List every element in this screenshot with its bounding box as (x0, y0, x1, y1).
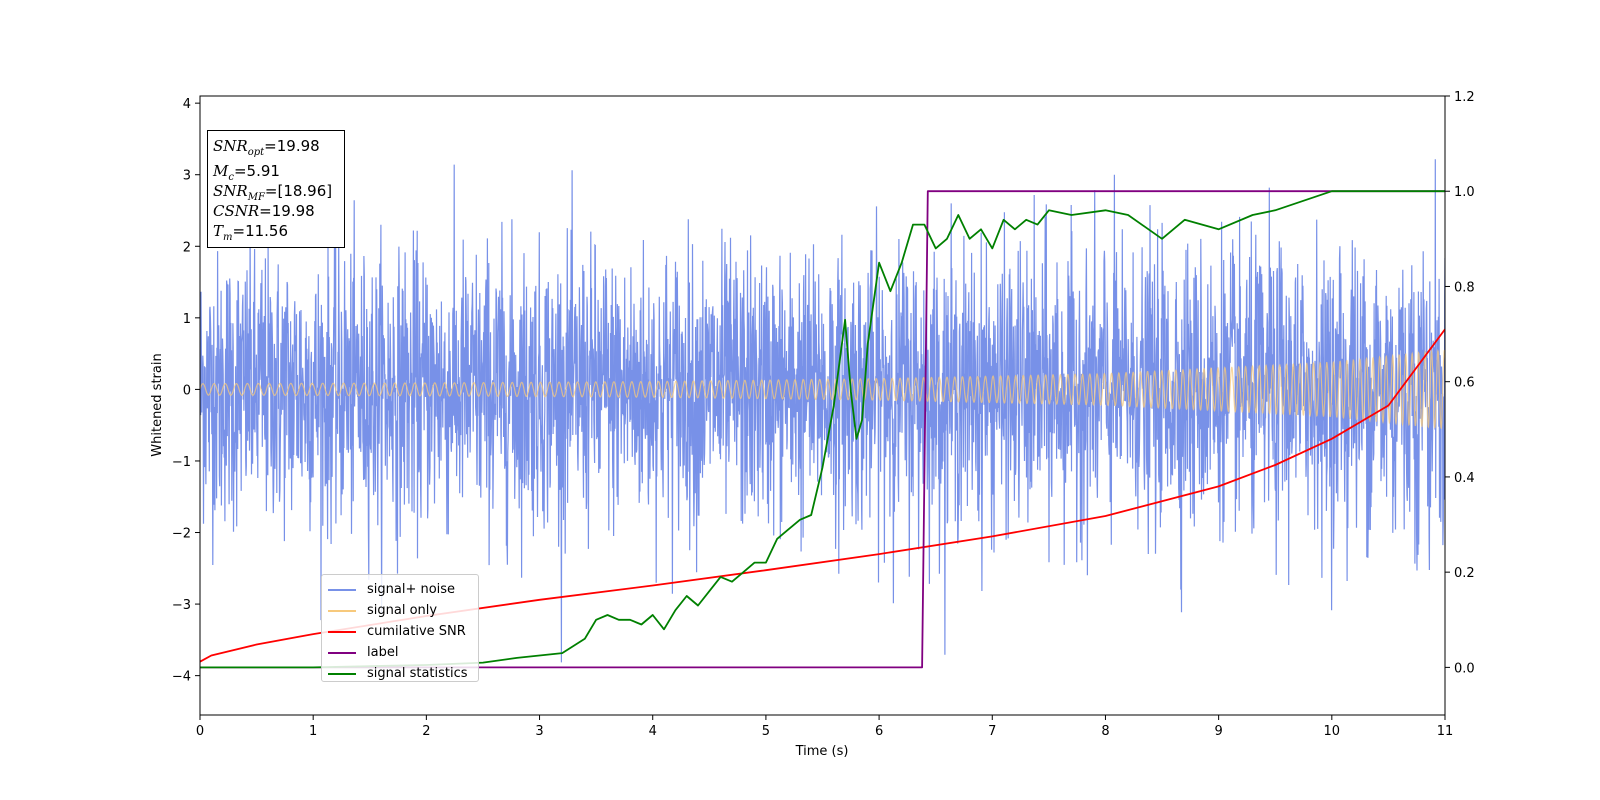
series-line-signal-statistics (200, 190, 1445, 669)
x-tick-label: 8 (1101, 724, 1109, 739)
series-line-signal-only (200, 348, 1445, 430)
series-signal-noise (200, 159, 1445, 663)
y-axis-label: Whitened strain (150, 353, 165, 456)
legend-entry-cumulative-snr: cumilative SNR (328, 621, 478, 642)
legend-label: signal+ noise (367, 582, 456, 597)
legend-label: signal statistics (367, 666, 468, 681)
legend-label: label (367, 645, 399, 660)
legend-entry-signal-only: signal only (328, 600, 478, 621)
legend-swatch (328, 588, 356, 591)
x-tick-label: 7 (988, 724, 996, 739)
y-left-tick-label: 4 (183, 97, 191, 112)
snr-mf-line: SNRMF=[18.96] (213, 182, 333, 203)
legend-entry-label: label (328, 642, 478, 663)
y-right-tick-label: 0.2 (1454, 566, 1475, 581)
x-axis: 0 1 2 3 4 5 6 7 8 9 10 11 (196, 715, 1453, 739)
y-left-tick-label: 0 (183, 383, 191, 398)
series-line-cumulative-snr (200, 328, 1445, 663)
series-signal-only (200, 348, 1445, 430)
y-left-tick-label: 2 (183, 240, 191, 255)
x-tick-label: 6 (875, 724, 883, 739)
y-right-tick-label: 0.0 (1454, 661, 1475, 676)
legend: signal+ noise signal only cumilative SNR… (321, 574, 479, 682)
plot-frame (199, 95, 1446, 716)
x-tick-label: 3 (535, 724, 543, 739)
y-left-tick-label: 3 (183, 169, 191, 184)
y-right-tick-label: 1.2 (1454, 90, 1475, 105)
legend-swatch (328, 630, 356, 633)
x-tick-label: 5 (762, 724, 770, 739)
legend-label: signal only (367, 603, 438, 618)
tm-value: 11.56 (245, 222, 289, 240)
y-left-tick-label: −2 (172, 527, 191, 542)
y-left-tick-label: 1 (183, 312, 191, 327)
x-tick-label: 9 (1214, 724, 1222, 739)
plot-area (200, 159, 1445, 669)
x-tick-label: 10 (1324, 724, 1341, 739)
series-line-signal-noise (200, 159, 1445, 663)
x-axis-label: Time (s) (795, 744, 849, 759)
y-left-tick-label: −4 (172, 670, 191, 685)
y-left-tick-label: −3 (172, 598, 191, 613)
series-lines (200, 190, 1445, 669)
legend-swatch (328, 651, 356, 654)
info-box: SNRopt=19.98 Mc=5.91 SNRMF=[18.96] CSNR=… (207, 130, 345, 248)
snr-opt-value: 19.98 (276, 137, 320, 155)
legend-entry-signal-noise: signal+ noise (328, 579, 478, 600)
snr-mf-value: [18.96] (277, 182, 333, 200)
legend-entry-signal-statistics: signal statistics (328, 663, 478, 684)
snr-opt-line: SNRopt=19.98 (213, 137, 320, 158)
x-tick-label: 2 (422, 724, 430, 739)
mc-value: 5.91 (246, 162, 280, 180)
legend-label: cumilative SNR (367, 624, 466, 639)
x-tick-label: 4 (649, 724, 657, 739)
y-right-tick-label: 0.4 (1454, 471, 1475, 486)
csnr-value: 19.98 (271, 202, 315, 220)
y-axis-right: 1.2 1.0 0.8 0.6 0.4 0.2 0.0 (1445, 90, 1475, 676)
y-left-tick-label: −1 (172, 455, 191, 470)
y-right-tick-label: 0.8 (1454, 280, 1475, 295)
csnr-line: CSNR=19.98 (213, 202, 315, 220)
y-right-tick-label: 1.0 (1454, 185, 1475, 200)
y-axis-left: 4 3 2 1 0 −1 −2 −3 −4 (172, 97, 200, 685)
x-tick-label: 1 (309, 724, 317, 739)
x-tick-label: 11 (1437, 724, 1454, 739)
legend-swatch (328, 609, 356, 612)
x-tick-label: 0 (196, 724, 204, 739)
y-right-tick-label: 0.6 (1454, 376, 1475, 391)
legend-swatch (328, 672, 356, 675)
series-line-label (200, 190, 1445, 669)
tm-line: Tm=11.56 (213, 222, 289, 243)
mc-line: Mc=5.91 (213, 162, 280, 183)
